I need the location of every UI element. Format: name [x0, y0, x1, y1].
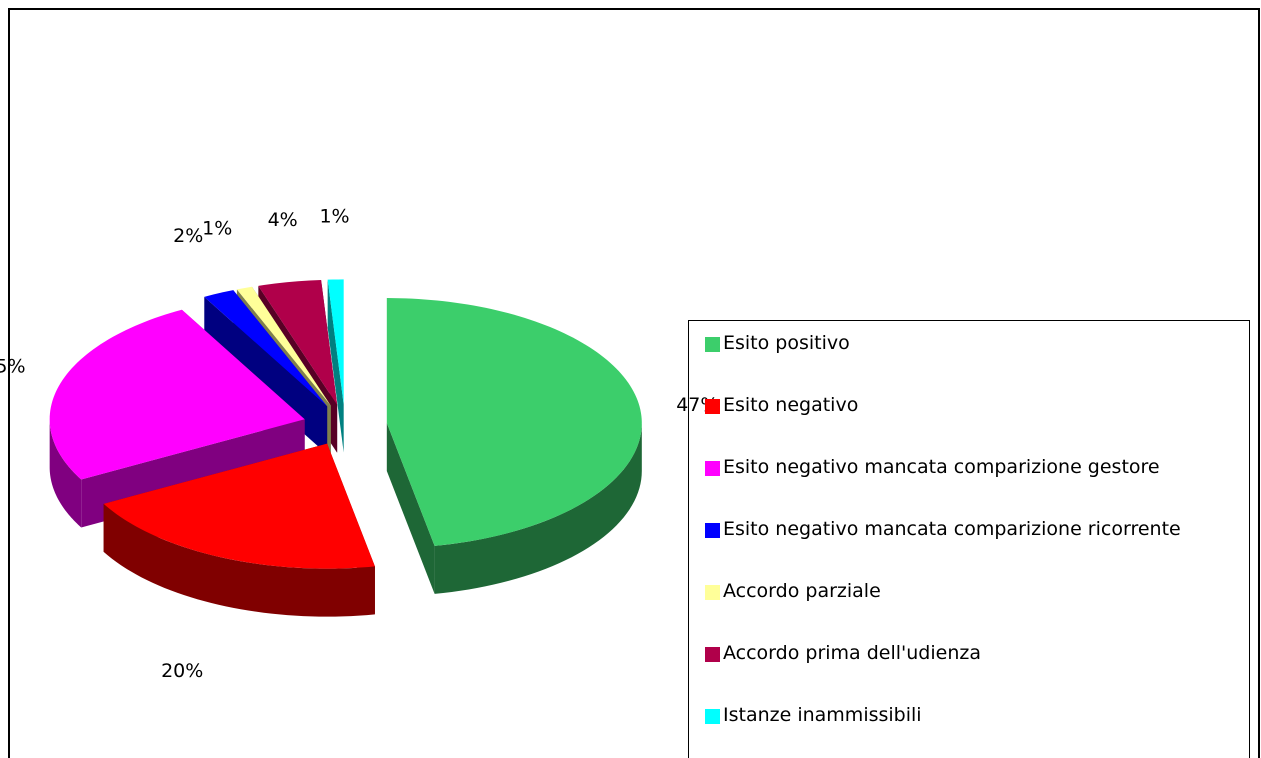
legend-item: Esito negativo mancata comparizione rico…: [705, 515, 1249, 577]
data-label: 4%: [268, 209, 298, 231]
legend-swatch: [705, 461, 720, 476]
data-label: 1%: [202, 218, 232, 240]
slice-top: [204, 290, 328, 407]
legend-label: Esito negativo mancata comparizione gest…: [723, 456, 1160, 478]
slice-top: [258, 280, 338, 405]
legend-item: Esito negativo: [705, 391, 1249, 453]
legend-swatch: [705, 585, 720, 600]
slice-side: [327, 279, 344, 453]
legend-swatch: [705, 647, 720, 662]
slice-side: [386, 423, 435, 594]
legend-swatch: [705, 399, 720, 414]
data-label: 2%: [173, 225, 203, 247]
slice-top: [327, 279, 344, 405]
legend-label: Istanze inammissibili: [723, 704, 922, 726]
legend-item: Accordo parziale: [705, 577, 1249, 639]
legend: Esito positivo Esito negativo Esito negati…: [688, 320, 1250, 758]
slice-wall: [103, 503, 375, 617]
legend-label: Esito negativo: [723, 394, 859, 416]
legend-item: Esito positivo: [705, 329, 1249, 391]
legend-item: Istanze inammissibili: [705, 701, 1249, 758]
legend-item: Esito negativo mancata comparizione gest…: [705, 453, 1249, 515]
chart-frame: [8, 8, 1260, 758]
pie-slice: [386, 298, 642, 594]
pie-slice: [327, 279, 344, 453]
data-label: 20%: [161, 660, 203, 682]
data-label: 25%: [0, 355, 26, 377]
slice-top: [49, 309, 305, 480]
legend-label: Accordo parziale: [723, 580, 881, 602]
legend-swatch: [705, 709, 720, 724]
slice-top: [386, 298, 642, 546]
pie-slice: [103, 443, 375, 617]
legend-label: Esito positivo: [723, 332, 850, 354]
legend-label: Esito negativo mancata comparizione rico…: [723, 518, 1181, 540]
legend-item: Accordo prima dell'udienza: [705, 639, 1249, 701]
data-label: 1%: [319, 206, 349, 228]
legend-label: Accordo prima dell'udienza: [723, 642, 981, 664]
legend-swatch: [705, 337, 720, 352]
slice-top: [103, 443, 375, 569]
slice-wall: [49, 419, 82, 528]
slice-top: [236, 286, 331, 406]
legend-swatch: [705, 523, 720, 538]
slice-wall: [434, 423, 642, 594]
